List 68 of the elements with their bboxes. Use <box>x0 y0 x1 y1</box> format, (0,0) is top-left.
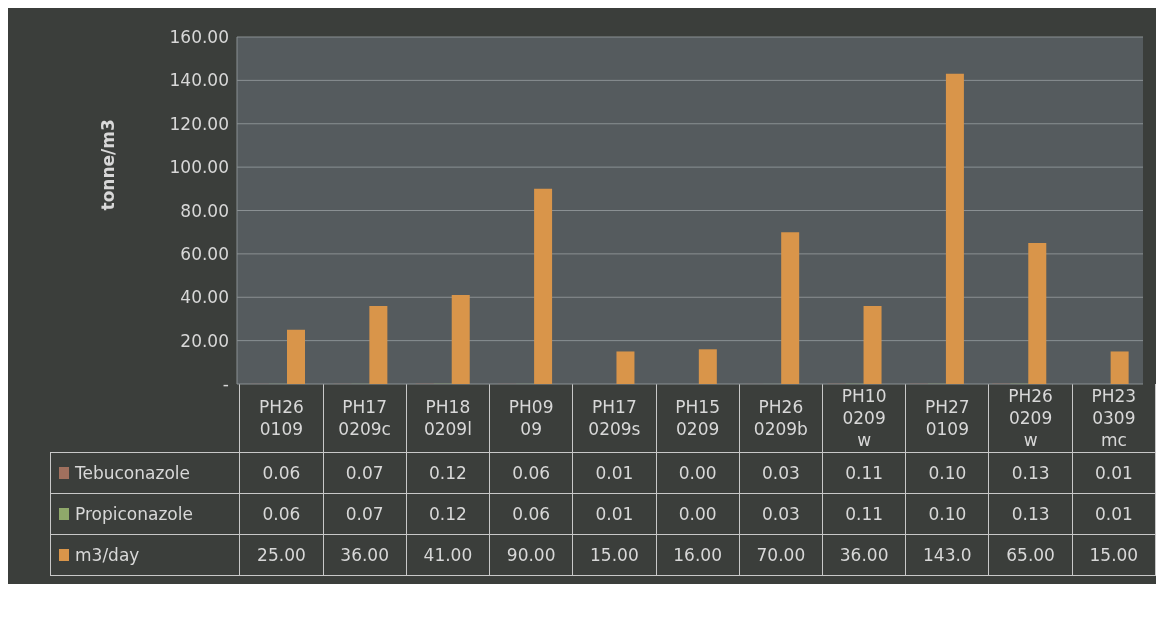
x-tick-label: PH18 0209l <box>422 396 473 440</box>
y-axis-title: tonne/m3 <box>98 119 119 211</box>
data-label: 0.03 <box>739 452 823 494</box>
data-label: 41.00 <box>406 534 490 576</box>
data-label: 0.11 <box>822 452 906 494</box>
x-tick-label: PH26 0209b <box>752 396 809 440</box>
data-label: 0.10 <box>905 493 989 535</box>
y-tick-label: 40.00 <box>180 287 229 308</box>
y-tick-label: 80.00 <box>180 200 229 221</box>
data-label: 0.10 <box>905 452 989 494</box>
data-label: 15.00 <box>572 534 657 576</box>
y-tick-label: 140.00 <box>169 70 229 91</box>
x-tick-label: PH26 0209 w <box>990 385 1071 451</box>
bar <box>945 73 964 384</box>
data-label: 70.00 <box>739 534 823 576</box>
data-label: 0.12 <box>406 493 490 535</box>
data-label: 90.00 <box>489 534 573 576</box>
data-label: 0.12 <box>406 452 490 494</box>
data-label: 0.00 <box>656 452 740 494</box>
data-label: 0.07 <box>323 493 407 535</box>
x-tick-label: PH09 09 <box>507 396 555 440</box>
data-label: 0.06 <box>239 452 324 494</box>
x-tick-label: PH27 0109 <box>924 396 971 440</box>
y-tick-label: 20.00 <box>180 330 229 351</box>
data-label: 0.00 <box>656 493 740 535</box>
y-tick-label: 100.00 <box>169 157 229 178</box>
data-label: 0.01 <box>1072 493 1156 535</box>
legend-label: m3/day <box>50 534 240 576</box>
data-label: 0.06 <box>489 452 573 494</box>
data-label: 65.00 <box>988 534 1073 576</box>
y-tick-label: 120.00 <box>169 113 229 134</box>
x-tick-label: PH17 0209c <box>337 396 392 440</box>
legend-label: Propiconazole <box>50 493 240 535</box>
bar <box>369 305 388 384</box>
data-label: 25.00 <box>239 534 324 576</box>
x-tick-label: PH10 0209 w <box>824 385 905 451</box>
bar <box>781 232 800 384</box>
y-tick-label: 60.00 <box>180 243 229 264</box>
data-label: 0.13 <box>988 493 1073 535</box>
data-label: 15.00 <box>1072 534 1156 576</box>
legend-label: Tebuconazole <box>50 452 240 494</box>
x-tick-label: PH15 0209 <box>674 396 721 440</box>
data-label: 0.01 <box>572 493 657 535</box>
x-tick-label: PH17 0209s <box>587 396 642 440</box>
data-label: 0.03 <box>739 493 823 535</box>
data-label: 0.01 <box>1072 452 1156 494</box>
data-label: 36.00 <box>822 534 906 576</box>
data-label: 0.01 <box>572 452 657 494</box>
data-label: 0.11 <box>822 493 906 535</box>
data-label: 143.0 <box>905 534 989 576</box>
data-label: 0.07 <box>323 452 407 494</box>
bar <box>451 295 470 384</box>
x-tick-label: PH26 0109 <box>258 396 305 440</box>
bar <box>863 305 882 384</box>
x-tick-label: PH23 0309 mc <box>1073 385 1154 451</box>
data-label: 0.06 <box>239 493 324 535</box>
data-label: 0.13 <box>988 452 1073 494</box>
data-label: 0.06 <box>489 493 573 535</box>
bar <box>1028 243 1047 384</box>
bar <box>534 188 553 384</box>
bar <box>616 351 635 384</box>
bar <box>287 329 305 384</box>
bar <box>1110 351 1129 384</box>
y-tick-label: 160.00 <box>169 27 229 48</box>
bar <box>698 349 717 384</box>
data-label: 16.00 <box>656 534 740 576</box>
data-label: 36.00 <box>323 534 407 576</box>
y-tick-label: - <box>222 374 229 395</box>
